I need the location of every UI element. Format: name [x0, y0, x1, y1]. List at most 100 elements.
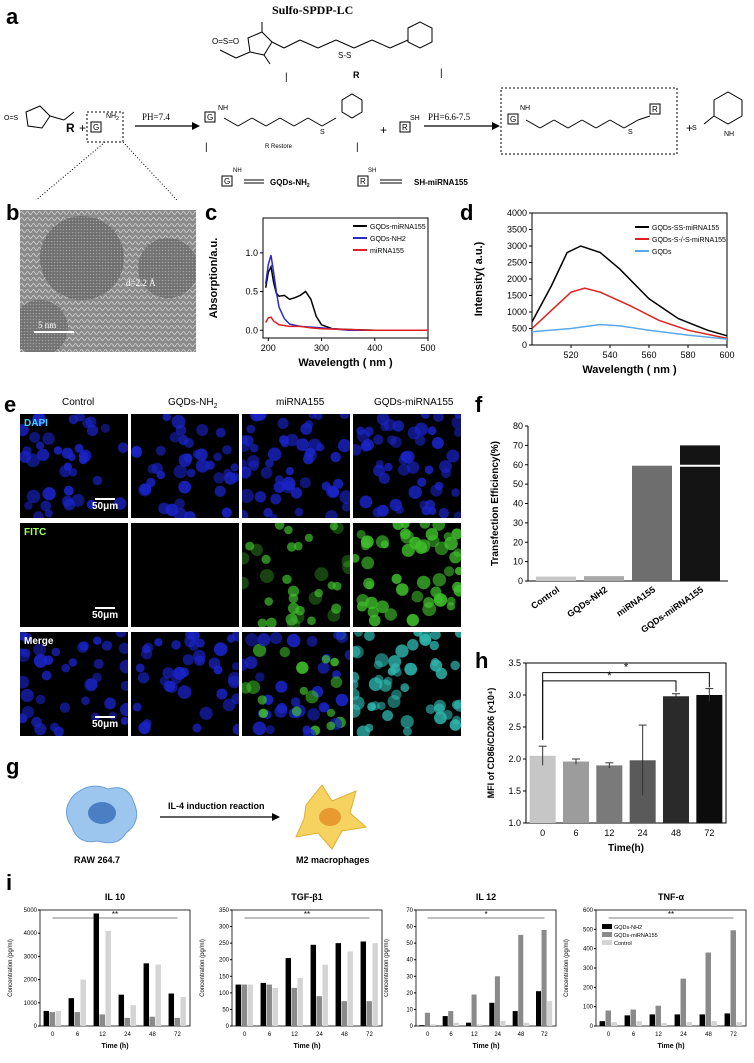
cell-nucleus — [192, 649, 206, 663]
cell-nucleus — [384, 608, 397, 621]
cell-nucleus — [192, 449, 202, 459]
scheme-nh2-left: NH2 — [106, 113, 119, 122]
cell-nucleus — [314, 567, 329, 582]
cell-nucleus — [387, 695, 401, 708]
cell-nucleus — [162, 414, 171, 422]
cell-nucleus — [446, 449, 460, 463]
cell-nucleus — [341, 502, 350, 512]
cell-nucleus — [333, 478, 344, 489]
cell-nucleus — [33, 511, 44, 518]
x-tick-label-f: Control — [529, 584, 561, 611]
cell-nucleus — [442, 710, 453, 720]
col-header-gqds-nh2: GQDs-NH2 — [168, 397, 218, 410]
cell-nucleus — [294, 507, 304, 517]
cell-nucleus — [400, 523, 410, 529]
chart-d: 520 540 560 580 600 0 500 1000 1500 2000 2500 3000 3… — [473, 208, 735, 376]
cell-nucleus — [250, 414, 263, 422]
bar-i2-0-5 — [360, 941, 367, 1026]
cell-nucleus — [213, 452, 222, 462]
cell-nucleus — [68, 414, 79, 425]
bar-i3-1-4 — [518, 934, 524, 1026]
cell-nucleus — [451, 488, 460, 497]
cell-nucleus — [305, 690, 319, 704]
cell-nucleus — [139, 483, 152, 496]
bar-i1-2-4 — [155, 964, 161, 1026]
cell-nucleus — [402, 727, 412, 736]
cell-nucleus — [242, 488, 254, 503]
y-tick-label-f: 10 — [513, 557, 523, 567]
series-line-c-1 — [264, 254, 428, 332]
cell-nucleus — [390, 436, 402, 448]
cell-nucleus — [178, 480, 192, 494]
y-tick-label-i1: 1000 — [24, 1001, 38, 1007]
legend-swatch-i4-0 — [602, 924, 612, 929]
cell-nucleus — [260, 569, 274, 583]
x-tick-label-i2: 72 — [366, 1032, 373, 1038]
m2-label: M2 macrophages — [296, 855, 370, 865]
micro-image — [20, 414, 128, 518]
y-axis-label-h: MFI of CD86/CD206 (×10⁴) — [486, 688, 496, 799]
scheme-g-left: G — [93, 123, 99, 132]
legend-label-i4-1: GQDs-miRNA155 — [614, 933, 658, 939]
cell-nucleus — [61, 447, 74, 459]
x-tick-label-h: 48 — [671, 828, 681, 838]
cell-nucleus — [232, 723, 239, 735]
chart-i1: IL 10 0 1000 2000 3000 4000 5000 Concentration … — [8, 892, 191, 1050]
cell-nucleus — [413, 632, 423, 637]
x-tick-label-d: 520 — [563, 350, 578, 360]
bar-i3-1-5 — [541, 929, 547, 1026]
cell-nucleus — [242, 552, 250, 565]
y-tick-label-d: 3500 — [507, 225, 527, 235]
y-tick-label-f: 30 — [513, 518, 523, 528]
cell-nucleus — [438, 508, 449, 518]
cell-nucleus — [231, 662, 239, 671]
cell-nucleus — [229, 472, 239, 483]
cell-nucleus — [63, 485, 74, 496]
y-tick-label-d: 0 — [522, 340, 527, 350]
reaction-scheme: Sulfo-SPDP-LC O=S=O S-S | R | O=S R + G … — [4, 3, 743, 200]
cell-nucleus — [290, 487, 303, 499]
bar-i1-1-1 — [74, 1012, 80, 1026]
cell-nucleus — [377, 701, 386, 711]
x-tick-label-i3: 12 — [471, 1032, 478, 1038]
cell-nucleus — [356, 529, 366, 539]
cell-nucleus — [208, 657, 221, 670]
cell-nucleus — [353, 671, 360, 683]
bar-i2-1-2 — [291, 987, 297, 1026]
bar-h-1 — [563, 761, 589, 823]
cell-nucleus — [300, 422, 313, 435]
cell-nucleus — [261, 554, 271, 564]
cell-nucleus — [424, 465, 434, 475]
zoom-line-left — [35, 141, 106, 200]
cell-nucleus — [339, 414, 350, 420]
cell-nucleus — [165, 503, 179, 517]
legend-g-box: G — [224, 177, 230, 186]
scheme-r-top: R — [353, 70, 360, 80]
plot-frame-i3 — [415, 909, 557, 1027]
cell-nucleus — [22, 706, 34, 718]
cell-nucleus — [353, 444, 362, 456]
cell-nucleus — [419, 523, 431, 529]
legend-label-i4-2: Control — [614, 941, 632, 947]
cell-nucleus — [431, 657, 440, 667]
cell-nucleus — [53, 446, 63, 455]
cell-nucleus — [454, 632, 461, 638]
cell-nucleus — [285, 613, 298, 626]
bar-i4-2-3 — [686, 1022, 692, 1026]
bar-i4-1-4 — [705, 952, 711, 1026]
panel-letter-f: f — [475, 392, 483, 417]
cell-nucleus — [409, 536, 422, 549]
cell-nucleus — [411, 590, 424, 603]
y-tick-label-d: 3000 — [507, 241, 527, 251]
legend-label-i4-0: GQDs-NH2 — [614, 925, 642, 931]
y-tick-label-f: 40 — [513, 499, 523, 509]
bar-i3-2-5 — [547, 1001, 553, 1026]
sulfo-nhs-left-structure — [25, 105, 75, 129]
y-tick-label-i4: 0 — [590, 1024, 594, 1030]
cell-nucleus — [376, 600, 389, 614]
cell-nucleus — [42, 487, 56, 501]
bar-i3-2-0 — [430, 1024, 436, 1026]
y-axis-label-i3: Concentration (pg/ml) — [384, 939, 390, 997]
scheme-title: Sulfo-SPDP-LC — [272, 3, 353, 17]
micro-cell-dapi-0: DAPI 50μm — [20, 414, 128, 518]
